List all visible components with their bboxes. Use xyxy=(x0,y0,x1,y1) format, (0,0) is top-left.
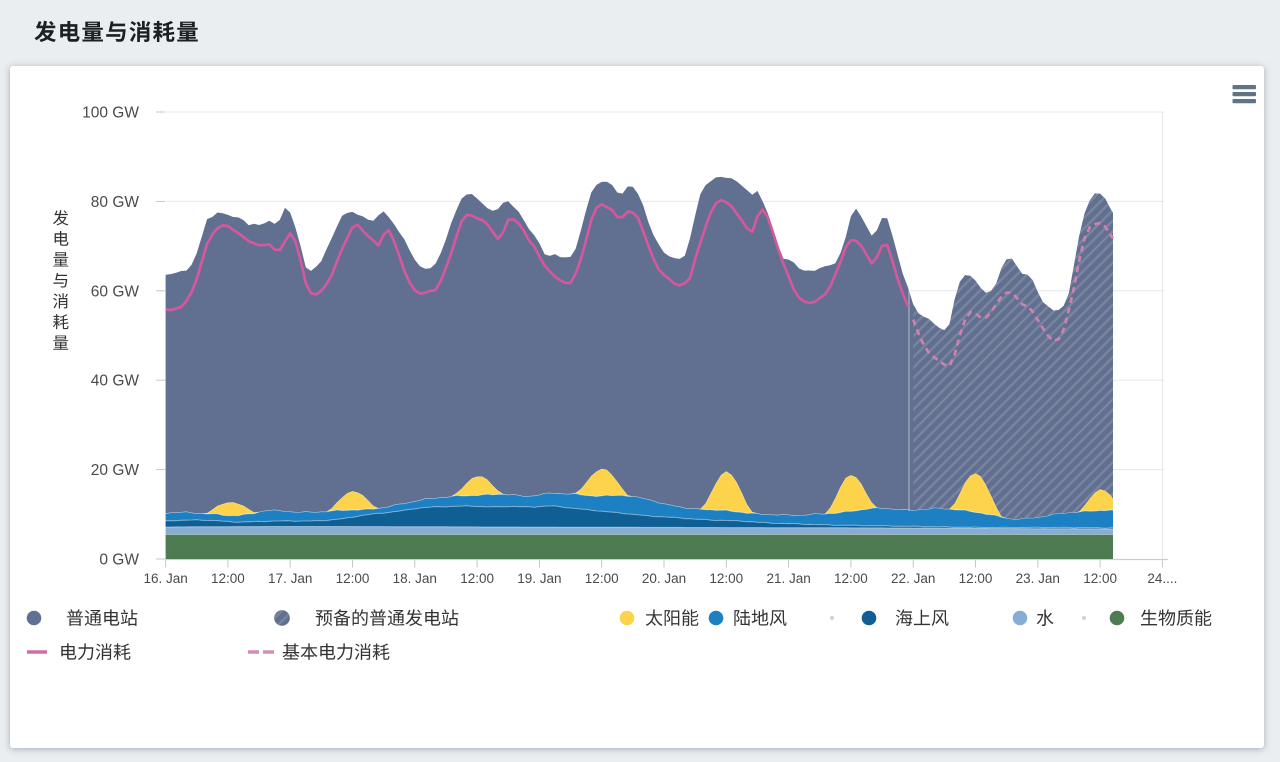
svg-text:22. Jan: 22. Jan xyxy=(891,571,935,586)
svg-text:12:00: 12:00 xyxy=(834,571,868,586)
svg-text:12:00: 12:00 xyxy=(460,571,494,586)
svg-text:20 GW: 20 GW xyxy=(91,462,140,479)
svg-text:17. Jan: 17. Jan xyxy=(268,571,312,586)
svg-text:12:00: 12:00 xyxy=(709,571,743,586)
svg-text:24....: 24.... xyxy=(1147,571,1177,586)
svg-text:12:00: 12:00 xyxy=(959,571,993,586)
svg-text:12:00: 12:00 xyxy=(1083,571,1117,586)
svg-text:23. Jan: 23. Jan xyxy=(1016,571,1060,586)
svg-text:0 GW: 0 GW xyxy=(99,552,139,569)
svg-text:16. Jan: 16. Jan xyxy=(143,571,187,586)
svg-text:60 GW: 60 GW xyxy=(91,283,140,300)
svg-text:20. Jan: 20. Jan xyxy=(642,571,686,586)
svg-text:12:00: 12:00 xyxy=(585,571,619,586)
svg-text:21. Jan: 21. Jan xyxy=(766,571,810,586)
svg-text:18. Jan: 18. Jan xyxy=(393,571,437,586)
svg-text:100 GW: 100 GW xyxy=(82,105,139,122)
svg-text:40 GW: 40 GW xyxy=(91,373,140,390)
svg-text:12:00: 12:00 xyxy=(336,571,370,586)
svg-text:12:00: 12:00 xyxy=(211,571,245,586)
svg-text:19. Jan: 19. Jan xyxy=(517,571,561,586)
svg-text:80 GW: 80 GW xyxy=(91,194,140,211)
